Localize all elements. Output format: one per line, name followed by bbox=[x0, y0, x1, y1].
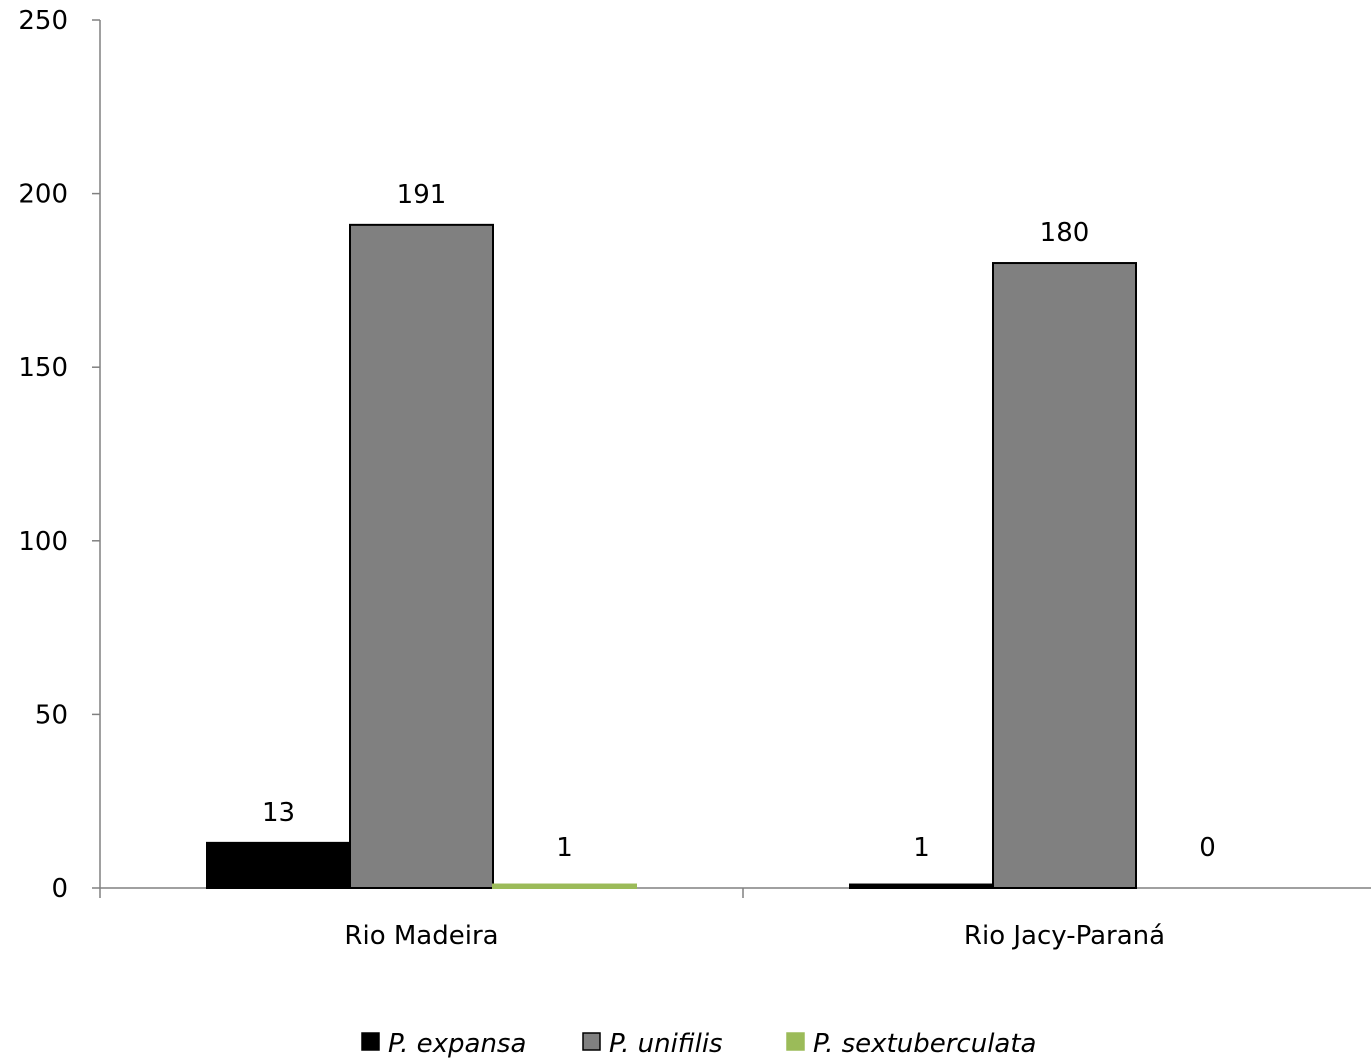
bar bbox=[992, 262, 1137, 890]
x-category-label: Rio Jacy-Paraná bbox=[964, 921, 1165, 951]
x-category-label: Rio Madeira bbox=[344, 921, 498, 951]
legend-swatch bbox=[361, 1032, 380, 1051]
bar-value-label: 0 bbox=[1199, 833, 1216, 863]
bar bbox=[492, 883, 637, 890]
bar bbox=[849, 883, 994, 890]
bars bbox=[206, 223, 1137, 890]
y-tick-label: 200 bbox=[18, 180, 68, 210]
bar bbox=[349, 223, 494, 889]
bar-value-label: 180 bbox=[1040, 218, 1090, 248]
legend-label: P. unifilis bbox=[609, 1029, 723, 1059]
bar bbox=[206, 841, 351, 890]
bar-value-label: 1 bbox=[913, 833, 930, 863]
legend-swatch bbox=[786, 1032, 805, 1051]
y-tick-label: 50 bbox=[35, 700, 68, 730]
bar-value-label: 191 bbox=[397, 180, 447, 210]
y-tick-label: 100 bbox=[18, 527, 68, 557]
legend-swatch bbox=[582, 1032, 601, 1051]
x-axis: Rio Madeira Rio Jacy-Paraná bbox=[99, 887, 1371, 951]
bar-value-label: 1 bbox=[556, 833, 573, 863]
legend: P. expansa P. unifilis P. sextuberculata bbox=[361, 1029, 1036, 1059]
legend-label: P. expansa bbox=[388, 1029, 526, 1059]
y-axis: 0 50 100 150 200 250 bbox=[18, 6, 101, 904]
y-tick-label: 0 bbox=[51, 874, 68, 904]
y-tick-label: 250 bbox=[18, 6, 68, 36]
bar-value-label: 13 bbox=[262, 798, 295, 828]
data-labels: 13 1 191 180 1 0 bbox=[262, 180, 1216, 863]
y-tick-label: 150 bbox=[18, 353, 68, 383]
legend-label: P. sextuberculata bbox=[813, 1029, 1036, 1059]
